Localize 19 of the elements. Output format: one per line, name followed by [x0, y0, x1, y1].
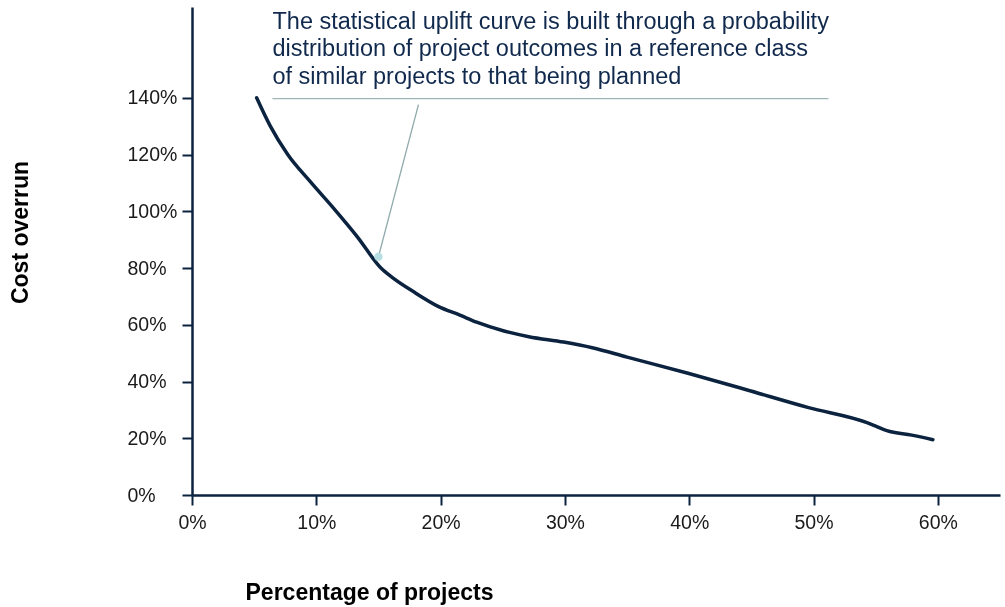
x-tick-label: 20% [421, 510, 461, 533]
x-tick-label: 30% [545, 510, 585, 533]
x-tick-label: 10% [297, 510, 337, 533]
x-tick-label: 50% [794, 510, 834, 533]
annotation: The statistical uplift curve is built through a probability distribution of project outcomes in a reference class of similar projects to that being planned [272, 7, 830, 89]
y-tick-label: 60% [127, 313, 167, 336]
y-tick-label: 0% [127, 483, 156, 506]
x-tick-label: 0% [178, 510, 207, 533]
y-tick-label: 140% [127, 86, 178, 109]
y-tick-label: 40% [127, 370, 167, 393]
x-axis-title: Percentage of projects [245, 578, 494, 605]
y-tick-label: 120% [127, 143, 178, 166]
y-axis-title: Cost overrun [6, 160, 33, 305]
y-tick-label: 100% [127, 199, 178, 222]
line-series [254, 96, 935, 442]
y-tick-label: 80% [127, 256, 167, 279]
x-tick-label: 60% [918, 510, 958, 533]
x-tick-label: 40% [670, 510, 710, 533]
y-tick-label: 20% [127, 426, 167, 449]
